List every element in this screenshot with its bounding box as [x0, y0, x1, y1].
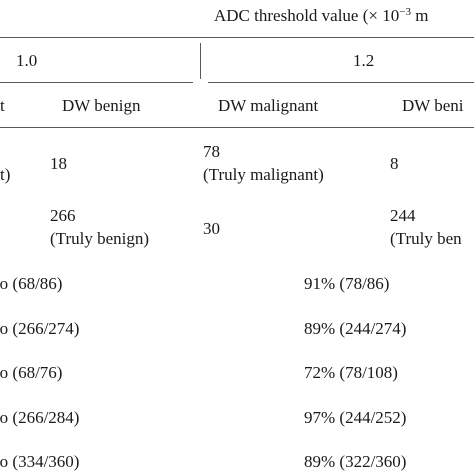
cell-r1-a: t): [0, 165, 11, 184]
cell-r2-c: 30: [203, 219, 220, 238]
stat-2-right: 89% (244/274): [304, 319, 407, 338]
column-header-dw-malignant: DW malignant: [218, 96, 319, 115]
stat-3-left: ’o (68/76): [0, 363, 63, 382]
cell-r2-d-line1: 244: [390, 206, 416, 225]
cell-r1-d: 8: [390, 154, 399, 173]
adc-title-exponent: −3: [399, 6, 411, 18]
cell-r1-c-line2: (Truly malignant): [203, 165, 324, 184]
cell-r1-b: 18: [50, 154, 67, 173]
stat-1-left: ’o (68/86): [0, 274, 63, 293]
group-header-1-2: 1.2: [353, 51, 375, 70]
column-header-dw-benign: DW benign: [62, 96, 141, 115]
adc-title-prefix: ADC threshold value (× 10: [214, 6, 400, 25]
column-header-partial: t: [0, 96, 5, 115]
cell-r2-b-line1: 266: [50, 206, 76, 225]
stat-4-right: 97% (244/252): [304, 408, 407, 427]
stat-4-left: ’o (266/284): [0, 408, 80, 427]
title-underline: [0, 37, 474, 38]
column-header-underline: [0, 127, 474, 128]
group-divider: [200, 43, 201, 79]
column-header-dw-benign-2: DW beni: [402, 96, 464, 115]
group-underline-left: [0, 82, 193, 83]
stat-2-left: ’o (266/274): [0, 319, 80, 338]
cell-r2-b-line2: (Truly benign): [50, 229, 150, 248]
group-underline-right: [208, 82, 474, 83]
stat-5-left: ’o (334/360): [0, 452, 80, 471]
stat-3-right: 72% (78/108): [304, 363, 398, 382]
group-header-1-0: 1.0: [16, 51, 38, 70]
stat-1-right: 91% (78/86): [304, 274, 390, 293]
cell-r1-c-line1: 78: [203, 142, 220, 161]
adc-threshold-title: ADC threshold value (× 10−3 m: [214, 6, 428, 26]
stat-5-right: 89% (322/360): [304, 452, 407, 471]
adc-title-suffix: m: [410, 6, 429, 25]
cell-r2-d-line2: (Truly ben: [390, 229, 462, 248]
